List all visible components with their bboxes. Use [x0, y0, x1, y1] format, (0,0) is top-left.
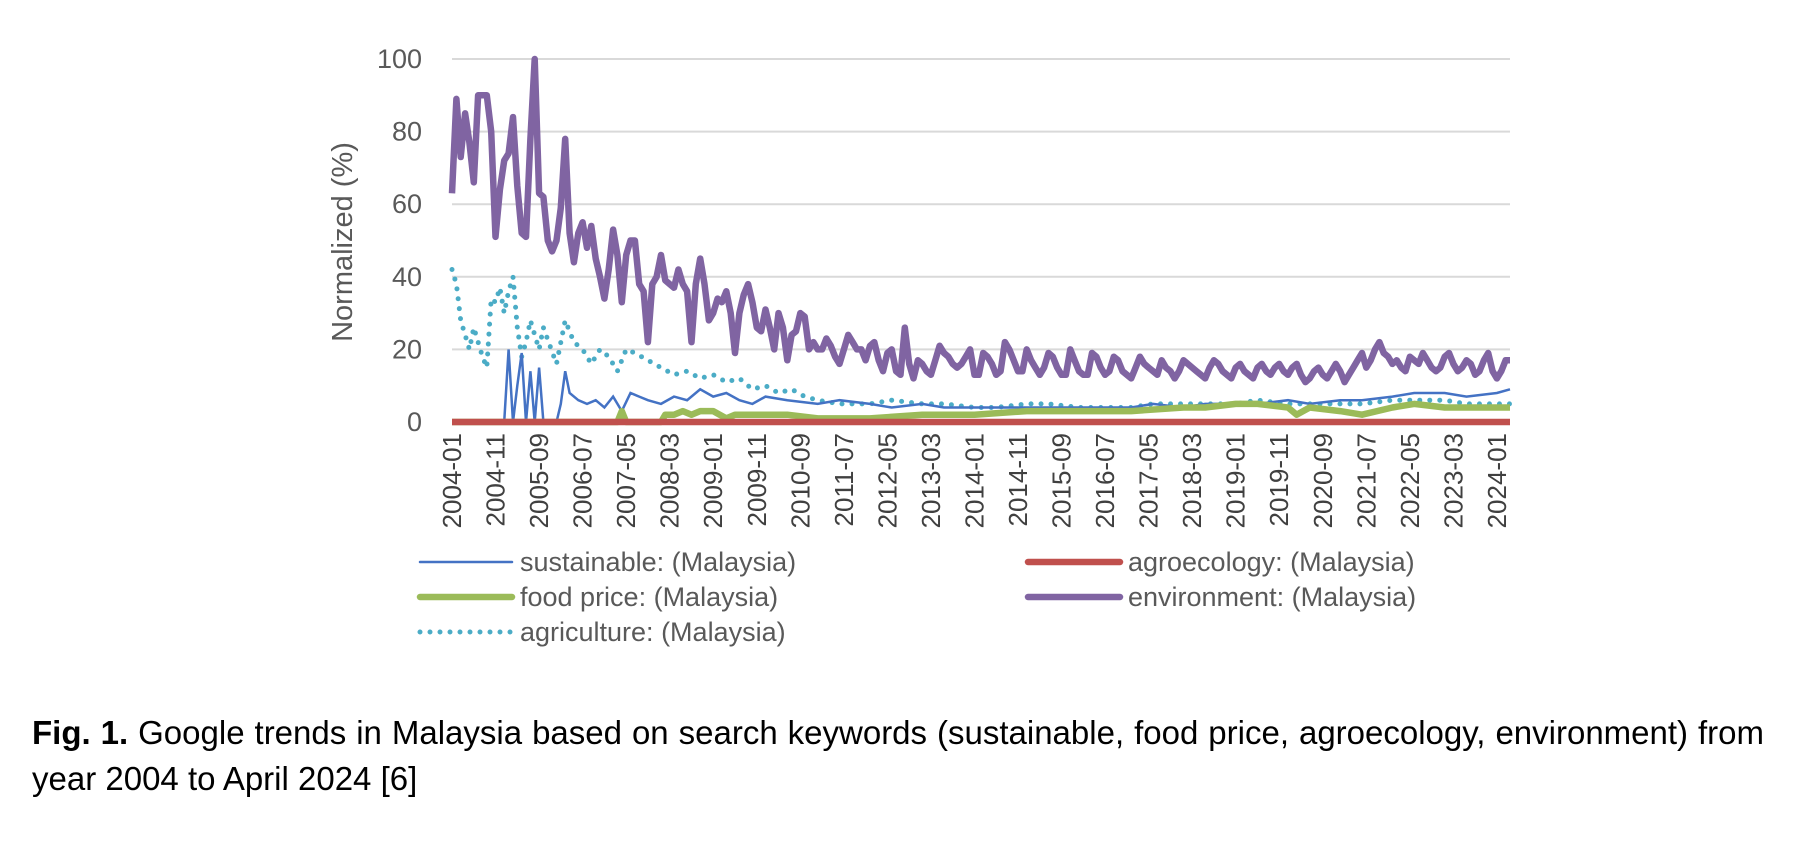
series-line-food-price — [452, 400, 1510, 426]
x-tick-label: 2017-05 — [1134, 433, 1164, 528]
legend-entry: agroecology: (Malaysia) — [1024, 547, 1415, 577]
x-tick-label: 2007-05 — [611, 433, 641, 528]
y-axis-title: Normalized (%) — [327, 142, 359, 342]
x-tick-label: 2014-11 — [1003, 433, 1033, 527]
series-line-environment — [448, 55, 1510, 386]
y-tick-label: 100 — [377, 44, 422, 74]
series-lines — [448, 55, 1513, 426]
legend: sustainable: (Malaysia) agroecology: (Mal… — [416, 547, 1416, 647]
legend-label: agroecology: (Malaysia) — [1128, 547, 1415, 577]
legend-entry: sustainable: (Malaysia) — [418, 547, 796, 577]
figure-caption: Fig. 1. Google trends in Malaysia based … — [32, 710, 1764, 802]
x-tick-label: 2010-09 — [785, 433, 815, 528]
x-tick-label: 2005-09 — [524, 433, 554, 528]
y-tick-label: 80 — [392, 117, 422, 147]
x-tick-label: 2014-01 — [959, 433, 989, 528]
legend-entry: agriculture: (Malaysia) — [417, 617, 786, 647]
x-tick-label: 2004-01 — [437, 433, 467, 528]
x-tick-label: 2019-11 — [1264, 433, 1294, 527]
x-tick-label: 2019-01 — [1221, 433, 1251, 528]
x-tick-label: 2016-07 — [1090, 433, 1120, 528]
x-tick-label: 2024-01 — [1482, 433, 1512, 528]
x-tick-label: 2009-01 — [698, 433, 728, 528]
x-tick-label: 2013-03 — [916, 433, 946, 528]
legend-label: food price: (Malaysia) — [520, 582, 778, 612]
x-tick-label: 2008-03 — [655, 433, 685, 528]
x-tick-label: 2011-07 — [829, 433, 859, 527]
x-tick-label: 2009-11 — [742, 433, 772, 527]
series-line-agriculture — [449, 267, 1513, 410]
y-tick-label: 0 — [407, 407, 422, 437]
x-tick-label: 2006-07 — [568, 433, 598, 528]
y-axis-ticks: 0 20 40 60 80 100 — [377, 44, 422, 437]
x-tick-label: 2022-05 — [1395, 433, 1425, 528]
x-tick-label: 2012-05 — [872, 433, 902, 528]
y-tick-label: 20 — [392, 334, 422, 364]
x-tick-label: 2015-09 — [1047, 433, 1077, 528]
legend-entry: food price: (Malaysia) — [416, 582, 778, 612]
x-tick-label: 2021-07 — [1351, 433, 1381, 528]
legend-entry: environment: (Malaysia) — [1024, 582, 1416, 612]
caption-text: Google trends in Malaysia based on searc… — [32, 714, 1765, 797]
x-axis-ticks: 2004-01 2004-11 2005-09 2006-07 2007-05 2008-… — [437, 433, 1512, 528]
x-tick-label: 2020-09 — [1308, 433, 1338, 528]
y-tick-label: 40 — [392, 262, 422, 292]
y-tick-label: 60 — [392, 189, 422, 219]
caption-label: Fig. 1. — [32, 714, 129, 751]
legend-label: sustainable: (Malaysia) — [520, 547, 796, 577]
x-tick-label: 2023-03 — [1438, 433, 1468, 528]
x-tick-label: 2004-11 — [481, 433, 511, 527]
x-tick-label: 2018-03 — [1177, 433, 1207, 528]
legend-label: environment: (Malaysia) — [1128, 582, 1416, 612]
legend-label: agriculture: (Malaysia) — [520, 617, 786, 647]
